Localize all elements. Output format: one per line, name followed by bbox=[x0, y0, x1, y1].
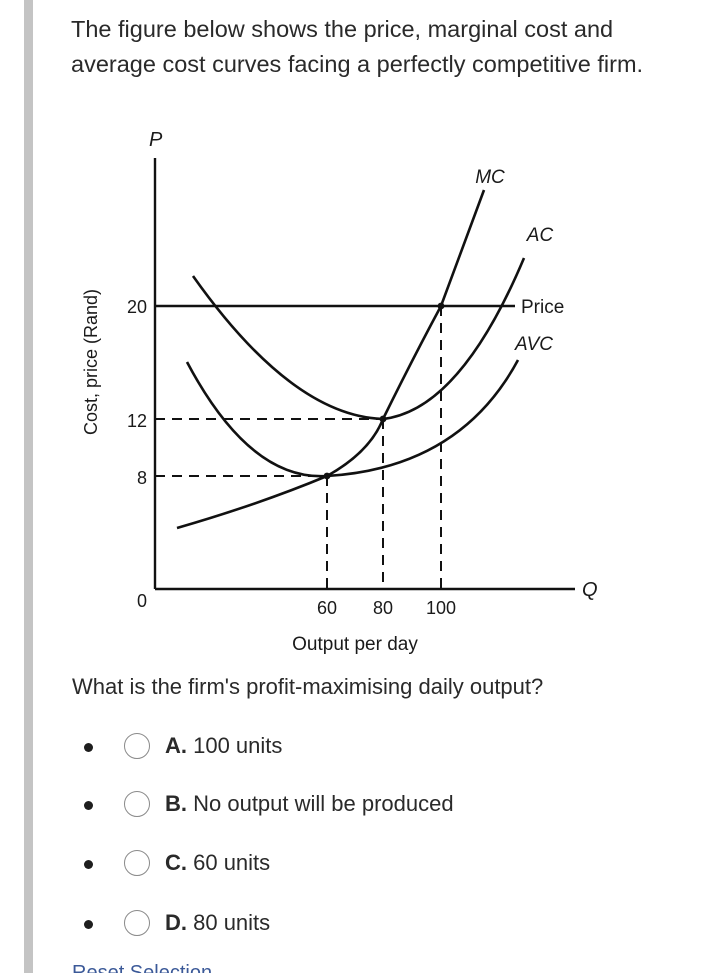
option-letter: C. bbox=[165, 850, 187, 875]
bullet-icon bbox=[84, 743, 93, 752]
y-tick-label: 20 bbox=[127, 297, 147, 317]
option-c-label[interactable]: C. 60 units bbox=[165, 850, 270, 876]
radio-button-c[interactable] bbox=[124, 850, 150, 876]
x-tick-label: 80 bbox=[373, 598, 393, 618]
y-tick-label: 12 bbox=[127, 411, 147, 431]
option-text: 60 units bbox=[187, 850, 271, 875]
y-tick-label: 8 bbox=[137, 468, 147, 488]
bullet-icon bbox=[84, 801, 93, 810]
option-letter: B. bbox=[165, 791, 187, 816]
intersection-point bbox=[379, 415, 387, 423]
x-tick-label: 60 bbox=[317, 598, 337, 618]
option-text: No output will be produced bbox=[187, 791, 454, 816]
x-axis-label: Output per day bbox=[292, 634, 418, 655]
option-d-label[interactable]: D. 80 units bbox=[165, 910, 270, 936]
question-text: What is the firm's profit-maximising dai… bbox=[72, 674, 544, 699]
mc-label: MC bbox=[475, 167, 505, 188]
avc-label: AVC bbox=[514, 334, 553, 355]
intersection-point bbox=[323, 472, 331, 480]
ac-curve bbox=[191, 257, 526, 421]
y-axis-label: Cost, price (Rand) bbox=[81, 289, 101, 435]
option-b[interactable]: B. No output will be produced bbox=[84, 791, 584, 821]
option-letter: A. bbox=[165, 733, 187, 758]
option-text: 80 units bbox=[187, 910, 271, 935]
option-d[interactable]: D. 80 units bbox=[84, 910, 584, 940]
x-axis-letter: Q bbox=[582, 579, 598, 601]
mc-curve bbox=[176, 189, 486, 530]
question-intro: The figure below shows the price, margin… bbox=[71, 16, 644, 77]
ac-label: AC bbox=[526, 225, 554, 246]
x-tick-label: 100 bbox=[426, 598, 456, 618]
intersection-point bbox=[437, 302, 445, 310]
bullet-icon bbox=[84, 860, 93, 869]
y-tick-label: 0 bbox=[137, 591, 147, 611]
reset-selection-link[interactable]: Reset Selection bbox=[72, 962, 213, 973]
option-a-label[interactable]: A. 100 units bbox=[165, 733, 282, 759]
option-b-label[interactable]: B. No output will be produced bbox=[165, 791, 454, 817]
option-letter: D. bbox=[165, 910, 187, 935]
bullet-icon bbox=[84, 920, 93, 929]
option-text: 100 units bbox=[187, 733, 283, 758]
option-c[interactable]: C. 60 units bbox=[84, 850, 584, 880]
option-a[interactable]: A. 100 units bbox=[84, 733, 584, 763]
price-label: Price bbox=[521, 297, 564, 318]
radio-button-d[interactable] bbox=[124, 910, 150, 936]
y-axis-letter: P bbox=[149, 129, 163, 151]
radio-button-b[interactable] bbox=[124, 791, 150, 817]
radio-button-a[interactable] bbox=[124, 733, 150, 759]
left-border-bar bbox=[24, 0, 33, 973]
